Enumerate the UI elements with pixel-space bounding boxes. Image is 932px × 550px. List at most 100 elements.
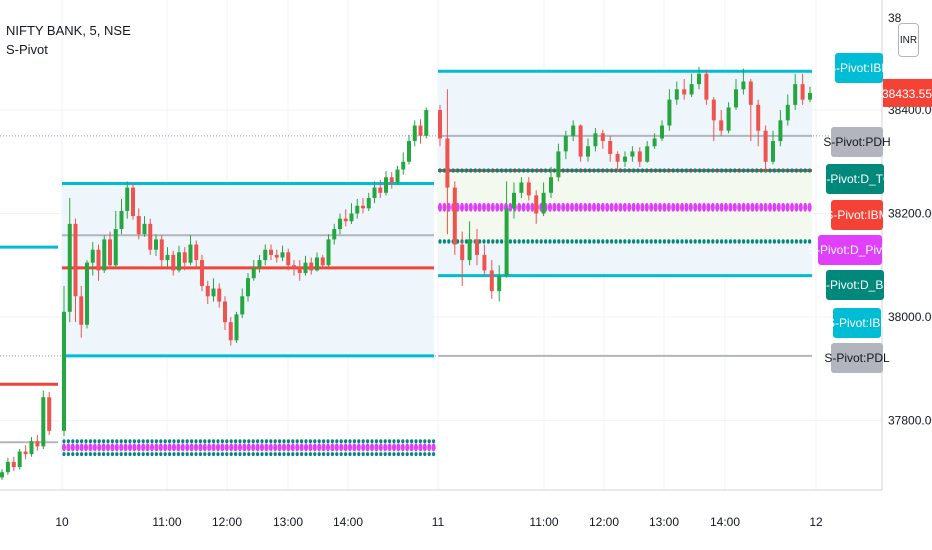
cpr-pivot-dot [268,443,273,452]
cpr-pivot-dot [202,443,207,452]
cpr-tc-dot [93,439,97,444]
cpr-tc-dot [570,168,574,173]
cpr-pivot-dot [378,443,383,452]
cpr-tc-dot [781,168,785,173]
cpr-bc-dot [438,239,442,244]
cpr-bc-dot [781,239,785,244]
x-tick-label: 12 [809,515,823,529]
candle-body [240,296,245,315]
candle-body [171,254,176,271]
cpr-bc-dot [786,239,790,244]
pivot-label-bg [826,164,884,194]
cpr-pivot-dot [508,202,513,212]
cpr-bc-dot [614,239,618,244]
cpr-tc-dot [772,168,777,173]
cpr-tc-dot [194,439,198,444]
cpr-tc-dot [137,439,141,444]
candle-body [165,254,170,261]
candle-body [96,249,101,271]
cpr-bc-dot [137,452,141,457]
cpr-bc-dot [764,239,768,244]
cpr-pivot-dot [460,202,464,212]
cpr-pivot-dot [286,443,291,452]
cpr-bc-dot [561,239,565,244]
candle-body [102,239,107,271]
cpr-bc-dot [374,452,378,457]
cpr-pivot-dot [763,202,768,212]
candle-body [519,182,524,193]
cpr-bc-dot [190,452,194,457]
cpr-pivot-dot [706,202,711,212]
cpr-pivot-dot [352,443,357,452]
indicator-name[interactable]: S-Pivot [6,42,48,57]
last-price-label: 38433.55 [882,78,932,107]
cpr-tc-dot [504,168,508,173]
cpr-bc-dot [777,239,781,244]
candle-body [263,249,268,261]
cpr-tc-dot [733,168,737,173]
cpr-bc-dot [548,239,552,244]
cpr-tc-dot [777,168,781,173]
cpr-pivot-dot [464,202,469,212]
cpr-tc-dot [344,439,348,444]
cpr-pivot-dot [198,443,203,452]
cpr-tc-dot [742,168,746,173]
candle-body [623,156,627,162]
candle-body [748,81,753,105]
cpr-bc-dot [623,239,627,244]
cpr-pivot-dot [255,443,260,452]
cpr-bc-dot [491,239,495,244]
candle-body [286,252,291,266]
cpr-bc-dot [115,452,119,457]
cpr-bc-dot [746,239,750,244]
cpr-bc-dot [557,239,561,244]
cpr-bc-dot [803,239,807,244]
cpr-bc-dot [733,239,737,244]
cpr-tc-dot [370,439,374,444]
pivot-label-text: S-Pivot:PDH [823,135,890,149]
cpr-bc-dot [181,452,185,457]
candle-body [741,81,746,90]
cpr-pivot-dot [803,202,808,212]
candle-body [586,146,590,157]
cpr-tc-dot [330,439,334,444]
cpr-pivot-dot [750,202,755,212]
cpr-bc-dot [119,452,123,457]
cpr-tc-dot [110,439,114,444]
cpr-tc-dot [768,168,772,173]
candle-body [315,257,319,271]
cpr-tc-dot [645,168,649,173]
cpr-bc-dot [405,452,409,457]
cpr-tc-dot [715,168,719,173]
cpr-bc-dot [636,239,640,244]
candle-body [274,254,279,258]
cpr-tc-dot [579,168,583,173]
cpr-tc-dot [526,168,530,173]
cpr-bc-dot [295,452,299,457]
cpr-tc-dot [728,168,733,173]
cpr-tc-dot [456,168,460,173]
candle-body [234,314,239,341]
candle-body [217,288,222,302]
cpr-tc-dot [588,168,592,173]
cpr-pivot-dot [163,443,168,452]
cpr-bc-dot [238,452,242,457]
candle-body [719,120,724,131]
cpr-bc-dot [75,452,79,457]
cpr-bc-dot [251,452,255,457]
currency-button[interactable]: INR [898,23,919,57]
cpr-pivot-dot [644,202,649,212]
candle-body [660,125,664,139]
cpr-pivot-dot [482,202,486,212]
candle-body [395,169,400,183]
cpr-pivot-dot [312,443,317,452]
candle-body [475,239,479,255]
cpr-pivot-dot [746,202,750,212]
cpr-bc-dot [163,452,167,457]
cpr-bc-dot [203,452,207,457]
cpr-bc-dot [392,452,396,457]
candle-body [711,99,716,121]
cpr-pivot-dot [154,443,159,452]
pivot-label-bg [831,343,883,373]
